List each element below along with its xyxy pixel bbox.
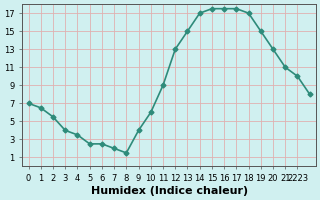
X-axis label: Humidex (Indice chaleur): Humidex (Indice chaleur) xyxy=(91,186,248,196)
